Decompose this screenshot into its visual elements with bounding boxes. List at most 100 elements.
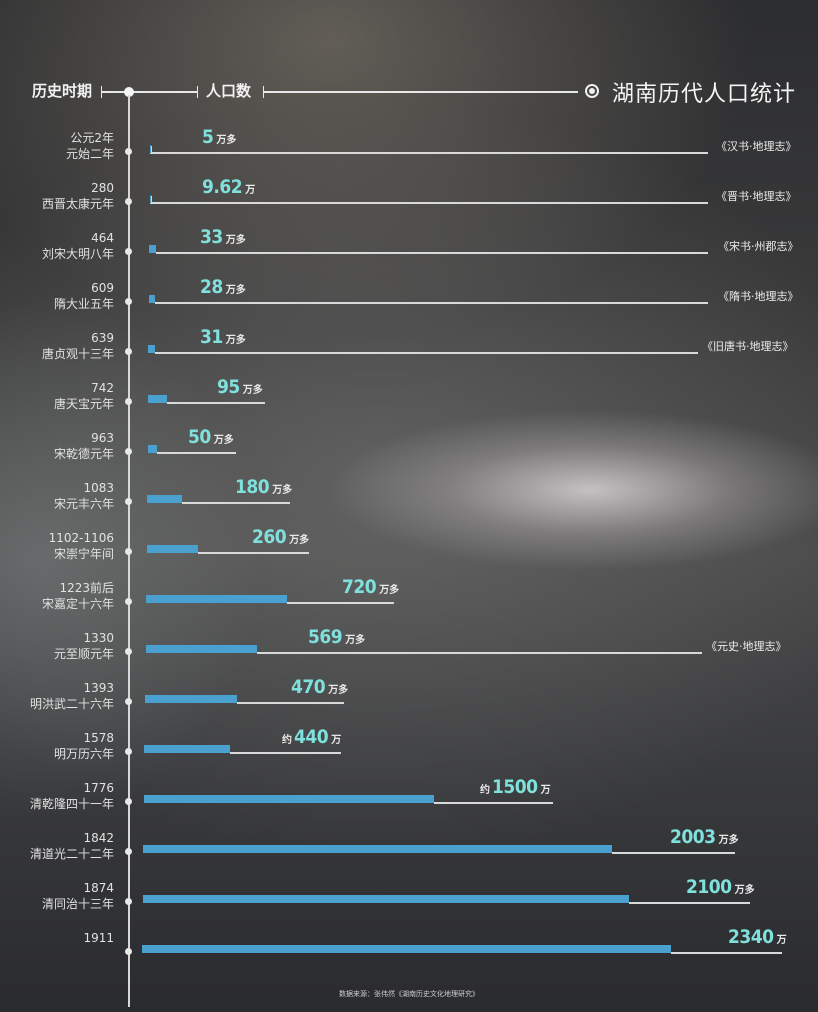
historical-source: 《元史·地理志》 [706, 640, 787, 653]
leader-line [612, 852, 735, 854]
population-value: 5 万多 [200, 126, 236, 148]
period-label: 1083 宋元丰六年 [54, 480, 114, 512]
period-year: 1911 [83, 931, 114, 945]
value-number: 180 [235, 476, 270, 498]
period-label: 609 隋大业五年 [54, 280, 114, 312]
period-year: 1393 [83, 681, 114, 695]
population-bar [150, 195, 151, 203]
period-era: 清道光二十二年 [29, 847, 114, 861]
population-value: 31 万多 [198, 326, 246, 348]
value-unit: 万多 [272, 485, 293, 496]
period-label: 公元2年 元始二年 [66, 130, 114, 162]
period-era: 刘宋大明八年 [41, 247, 114, 261]
header-line [263, 91, 578, 93]
period-era: 清乾隆四十一年 [29, 797, 114, 811]
population-bar [148, 345, 155, 353]
chart-row: 963 宋乾德元年 50 万多 [0, 426, 818, 480]
period-era: 清同治十三年 [41, 897, 114, 911]
timeline-dot [125, 498, 132, 505]
data-source-note: 数据来源：张伟然《湖南历史文化地理研究》 [339, 990, 479, 998]
value-number: 569 [308, 626, 343, 648]
timeline-dot [125, 198, 132, 205]
value-number: 470 [291, 676, 326, 698]
value-prefix: 约 [282, 735, 292, 746]
period-year: 963 [91, 431, 114, 445]
period-year: 1776 [83, 781, 114, 795]
population-bar [143, 845, 612, 853]
period-year: 464 [91, 231, 114, 245]
period-era: 宋崇宁年间 [53, 547, 114, 561]
period-label: 1102-1106 宋崇宁年间 [49, 530, 114, 562]
value-number: 2100 [686, 876, 732, 898]
timeline-dot [125, 848, 132, 855]
population-value: 180 万多 [233, 476, 292, 498]
period-era: 元始二年 [65, 147, 114, 161]
period-year: 1874 [83, 881, 114, 895]
period-label: 1842 清道光二十二年 [30, 830, 114, 862]
population-bar [144, 795, 434, 803]
chart-row: 742 唐天宝元年 95 万多 [0, 376, 818, 430]
population-value: 569 万多 [306, 626, 365, 648]
period-label: 742 唐天宝元年 [54, 380, 114, 412]
value-unit: 万多 [225, 285, 246, 296]
period-label: 1911 [83, 930, 114, 946]
period-year: 公元2年 [70, 131, 114, 145]
population-value: 2340 万 [726, 926, 787, 948]
leader-line [155, 302, 708, 304]
period-label: 1330 元至顺元年 [54, 630, 114, 662]
value-unit: 万 [540, 785, 551, 796]
chart-row: 公元2年 元始二年 5 万多 《汉书·地理志》 [0, 126, 818, 180]
population-bar [143, 895, 629, 903]
leader-line [198, 552, 309, 554]
value-unit: 万多 [216, 135, 237, 146]
header-line [101, 91, 197, 93]
population-bar [149, 245, 156, 253]
chart-row: 1102-1106 宋崇宁年间 260 万多 [0, 526, 818, 580]
leader-line [671, 952, 782, 954]
leader-line [237, 702, 344, 704]
timeline-dot [125, 548, 132, 555]
leader-line [230, 752, 341, 754]
period-era: 明万历六年 [53, 747, 114, 761]
population-value: 2003 万多 [668, 826, 739, 848]
period-era: 唐贞观十三年 [41, 347, 114, 361]
leader-line [629, 902, 750, 904]
chart-row: 1842 清道光二十二年 2003 万多 [0, 826, 818, 880]
population-bar [146, 595, 287, 603]
chart-row: 1911 2340 万 [0, 926, 818, 980]
leader-line [434, 802, 553, 804]
value-unit: 万多 [379, 585, 400, 596]
period-era: 西晋太康元年 [41, 197, 114, 211]
period-era: 宋乾德元年 [53, 447, 114, 461]
population-value: 2100 万多 [684, 876, 755, 898]
period-year: 1842 [83, 831, 114, 845]
period-label: 1393 明洪武二十六年 [30, 680, 114, 712]
chart-row: 1330 元至顺元年 569 万多 《元史·地理志》 [0, 626, 818, 680]
leader-line [167, 402, 265, 404]
population-bar [144, 745, 230, 753]
value-unit: 万多 [345, 635, 366, 646]
value-number: 28 [200, 276, 223, 298]
period-label: 1776 清乾隆四十一年 [30, 780, 114, 812]
historical-source: 《晋书·地理志》 [716, 190, 797, 203]
population-bar [148, 395, 167, 403]
value-prefix: 约 [480, 785, 490, 796]
value-number: 440 [294, 726, 329, 748]
timeline-dot [125, 448, 132, 455]
value-unit: 万多 [328, 685, 349, 696]
timeline-dot [125, 698, 132, 705]
value-number: 5 [202, 126, 214, 148]
value-number: 2340 [728, 926, 774, 948]
value-number: 31 [200, 326, 223, 348]
period-year: 639 [91, 331, 114, 345]
period-era: 唐天宝元年 [53, 397, 114, 411]
population-bar [147, 495, 182, 503]
timeline-dot [125, 248, 132, 255]
value-number: 9.62 [202, 176, 243, 198]
value-number: 1500 [492, 776, 538, 798]
value-unit: 万多 [213, 435, 234, 446]
timeline-dot [125, 798, 132, 805]
chart-row: 639 唐贞观十三年 31 万多 《旧唐书·地理志》 [0, 326, 818, 380]
population-value: 约 1500 万 [480, 776, 551, 798]
period-label: 639 唐贞观十三年 [42, 330, 114, 362]
